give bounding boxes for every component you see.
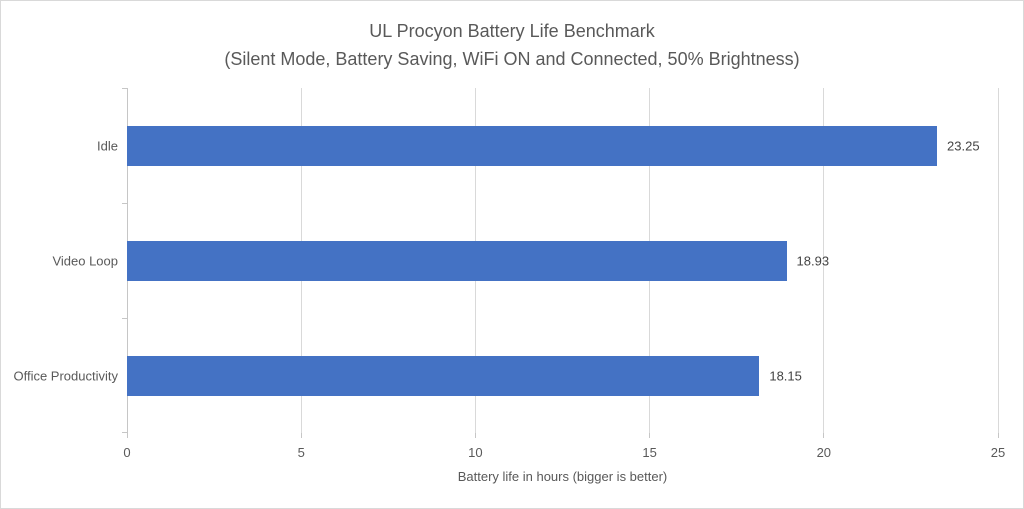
- gridline: [997, 88, 999, 433]
- chart-subtitle: (Silent Mode, Battery Saving, WiFi ON an…: [224, 49, 800, 69]
- x-tick-label: 10: [468, 445, 483, 460]
- bar-value-label: 18.15: [769, 368, 802, 383]
- x-tick-label: 20: [816, 445, 832, 460]
- y-axis-tick: [122, 432, 127, 433]
- x-axis-tick: [300, 433, 302, 438]
- bar-value-label: 23.25: [947, 138, 980, 153]
- y-axis-tick: [122, 203, 127, 204]
- bar: [127, 355, 760, 396]
- bar-value-label: 18.93: [796, 253, 830, 268]
- x-tick-label: 5: [297, 445, 305, 460]
- x-tick-label: 0: [123, 445, 131, 460]
- bar: [127, 240, 787, 281]
- x-axis-tick: [997, 433, 999, 438]
- x-axis-title: Battery life in hours (bigger is better): [457, 469, 668, 484]
- x-tick-label: 25: [990, 445, 1006, 460]
- gridline: [823, 88, 825, 433]
- category-label: Video Loop: [52, 253, 118, 268]
- plot-area: 0 5 10 15 20 25 Idle 23.25 Video Loop 18.93 Office…: [13, 88, 1005, 460]
- x-axis-tick: [474, 433, 476, 438]
- category-label: Office Productivity: [13, 368, 118, 383]
- x-axis-tick: [823, 433, 825, 438]
- chart-title: UL Procyon Battery Life Benchmark: [369, 21, 655, 41]
- y-axis-tick: [122, 318, 127, 319]
- x-axis-tick: [126, 433, 128, 438]
- category-label: Idle: [97, 138, 118, 153]
- x-tick-label: 15: [642, 445, 657, 460]
- bar: [127, 125, 938, 166]
- y-axis-tick: [122, 88, 127, 89]
- x-axis-tick: [649, 433, 651, 438]
